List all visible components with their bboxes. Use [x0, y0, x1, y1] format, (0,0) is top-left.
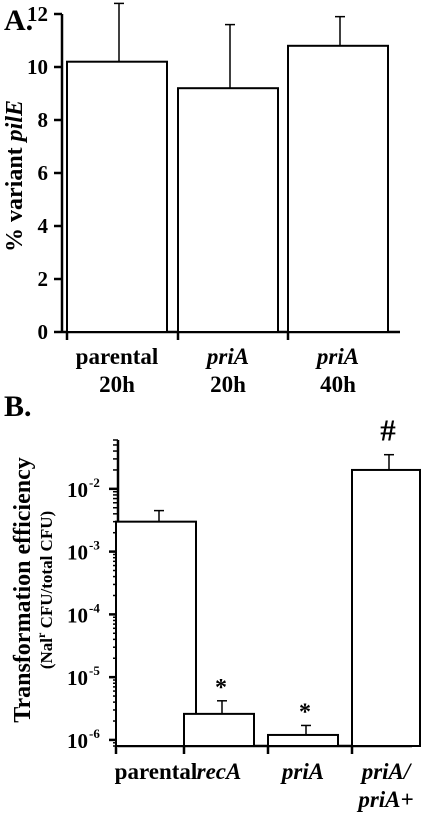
panel-b-significance-marker: # — [380, 413, 396, 448]
panel-a-category-label: priA — [205, 344, 249, 369]
panel-a-y-tick-label: 8 — [38, 108, 49, 132]
panel-a-y-tick-label: 12 — [27, 2, 48, 26]
panel-b-bar — [267, 733, 339, 747]
panel-b-y-axis-units: (Nalr CFU/total CFU) — [34, 511, 56, 669]
panel-b-bar — [183, 712, 255, 747]
panel-a-label: A. — [4, 4, 33, 37]
panel-a-bar — [287, 44, 389, 334]
panel-a-y-tick-label: 2 — [38, 267, 49, 291]
panel-a-y-axis-label: % variant pilE — [2, 100, 28, 252]
panel-a-bar-chart: A. % variant pilE 0 2 4 6 8 10 12 parental 20h p… — [2, 2, 400, 397]
panel-a-bar — [177, 87, 279, 333]
panel-b-bar-chart: B. Transformation efficiency (Nalr CFU/t… — [4, 390, 421, 812]
panel-b-y-tick-label: 10 — [67, 666, 88, 690]
panel-b-y-tick-exponent: -2 — [89, 475, 100, 490]
panel-a-category-label: 20h — [210, 372, 246, 397]
panel-b-category-label: parental — [115, 759, 198, 784]
panel-b-significance-marker: * — [215, 675, 227, 701]
panel-b-y-tick-exponent: -4 — [89, 600, 100, 615]
panel-b-y-tick-exponent: -6 — [89, 726, 100, 741]
panel-a-y-tick-label: 10 — [27, 55, 48, 79]
panel-a-category-label: 40h — [320, 372, 356, 397]
panel-a-y-tick-label: 4 — [38, 214, 49, 238]
panel-b-y-tick-exponent: -3 — [89, 538, 100, 553]
panel-a-category-label: 20h — [99, 372, 135, 397]
panel-b-y-tick-label: 10 — [67, 541, 88, 565]
panel-b-y-tick-label: 10 — [67, 603, 88, 627]
panel-a-category-label: priA — [315, 344, 359, 369]
panel-b-bar — [351, 468, 421, 747]
panel-b-significance-marker: * — [299, 699, 311, 725]
panel-a-y-tick-label: 0 — [38, 320, 49, 344]
panel-b-y-axis-label: Transformation efficiency — [10, 457, 36, 723]
panel-a-category-label: parental — [76, 344, 159, 369]
panel-b-label: B. — [4, 390, 32, 423]
panel-b-category-label: priA — [280, 759, 324, 784]
panel-b-bar — [115, 520, 197, 748]
panel-b-category-label: priA+ — [356, 787, 413, 812]
panel-b-y-tick-exponent: -5 — [89, 663, 100, 678]
panel-b-y-tick-label: 10 — [67, 478, 88, 502]
panel-b-category-label: priA/ — [360, 759, 413, 784]
panel-a-y-tick-label: 6 — [38, 161, 49, 185]
panel-a-bar — [66, 60, 168, 333]
panel-b-y-tick-label: 10 — [67, 729, 88, 753]
panel-b-category-label: recA — [197, 759, 242, 784]
